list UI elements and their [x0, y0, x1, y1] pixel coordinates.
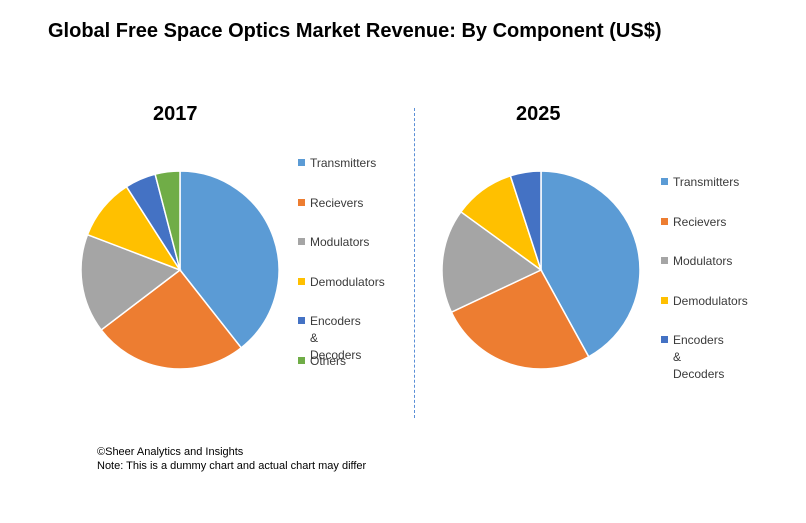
legend-label: Others: [310, 353, 347, 368]
legend-label: Transmitters: [310, 156, 377, 170]
pie-2017-title: 2017: [153, 103, 198, 125]
legend-label: Modulators: [673, 254, 733, 268]
legend-swatch: [661, 296, 668, 304]
legend-label: Demodulators: [673, 293, 748, 308]
legend-label: Recievers: [310, 195, 364, 210]
legend-item-recievers: Recievers: [298, 195, 363, 212]
legend-item-modulators: Modulators: [661, 253, 732, 270]
legend-swatch: [298, 198, 305, 206]
legend-label: Encoders & Decoders: [673, 333, 725, 381]
pie-slice-2017-transmitters: [179, 170, 280, 349]
legend-label: Recievers: [673, 214, 727, 229]
legend-label: Transmitters: [673, 175, 740, 189]
legend-swatch: [298, 159, 305, 166]
pie-slice-2017-modulators: [80, 233, 182, 332]
legend-swatch: [298, 356, 305, 364]
pie-chart-2025: [441, 170, 641, 370]
pie-slice-2017-others: [154, 170, 181, 271]
pie-slice-2025-transmitters: [540, 170, 641, 358]
legend-label: Demodulators: [310, 274, 385, 289]
legend-item-modulators: Modulators: [298, 234, 369, 251]
legend-swatch: [661, 336, 668, 343]
footer: ©Sheer Analytics and Insights Note: This…: [97, 445, 366, 473]
pie-chart-2017: [80, 170, 280, 370]
pie-slice-2025-modulators: [441, 210, 543, 314]
legend-item-encoders-and-decoders: Encoders & Decoders: [661, 332, 735, 383]
pie-2025-title: 2025: [516, 103, 561, 125]
chart-title: Global Free Space Optics Market Revenue:…: [48, 20, 662, 42]
legend-item-transmitters: Transmitters: [298, 155, 376, 172]
footer-note: Note: This is a dummy chart and actual c…: [97, 460, 367, 472]
legend-swatch: [298, 317, 305, 324]
legend-swatch: [661, 178, 668, 185]
legend-swatch: [298, 238, 305, 245]
pie-slice-2025-recievers: [450, 269, 590, 370]
legend-label: Encoders & Decoders: [310, 314, 362, 362]
legend-swatch: [298, 277, 305, 285]
pie-slice-2025-encoders-and-decoders: [509, 170, 542, 271]
legend-swatch: [661, 257, 668, 264]
chart-divider: [414, 108, 415, 418]
legend-item-transmitters: Transmitters: [661, 174, 739, 191]
pie-slice-2017-recievers: [100, 268, 243, 370]
legend-item-encoders-and-decoders: Encoders & Decoders: [298, 313, 372, 364]
legend-label: Modulators: [310, 235, 370, 249]
legend-item-demodulators: Demodulators: [661, 293, 748, 310]
legend-item-others: Others: [298, 353, 346, 370]
legend-swatch: [661, 217, 668, 225]
legend-item-recievers: Recievers: [661, 214, 726, 231]
footer-credit: ©Sheer Analytics and Insights: [97, 446, 244, 458]
legend-item-demodulators: Demodulators: [298, 274, 385, 291]
